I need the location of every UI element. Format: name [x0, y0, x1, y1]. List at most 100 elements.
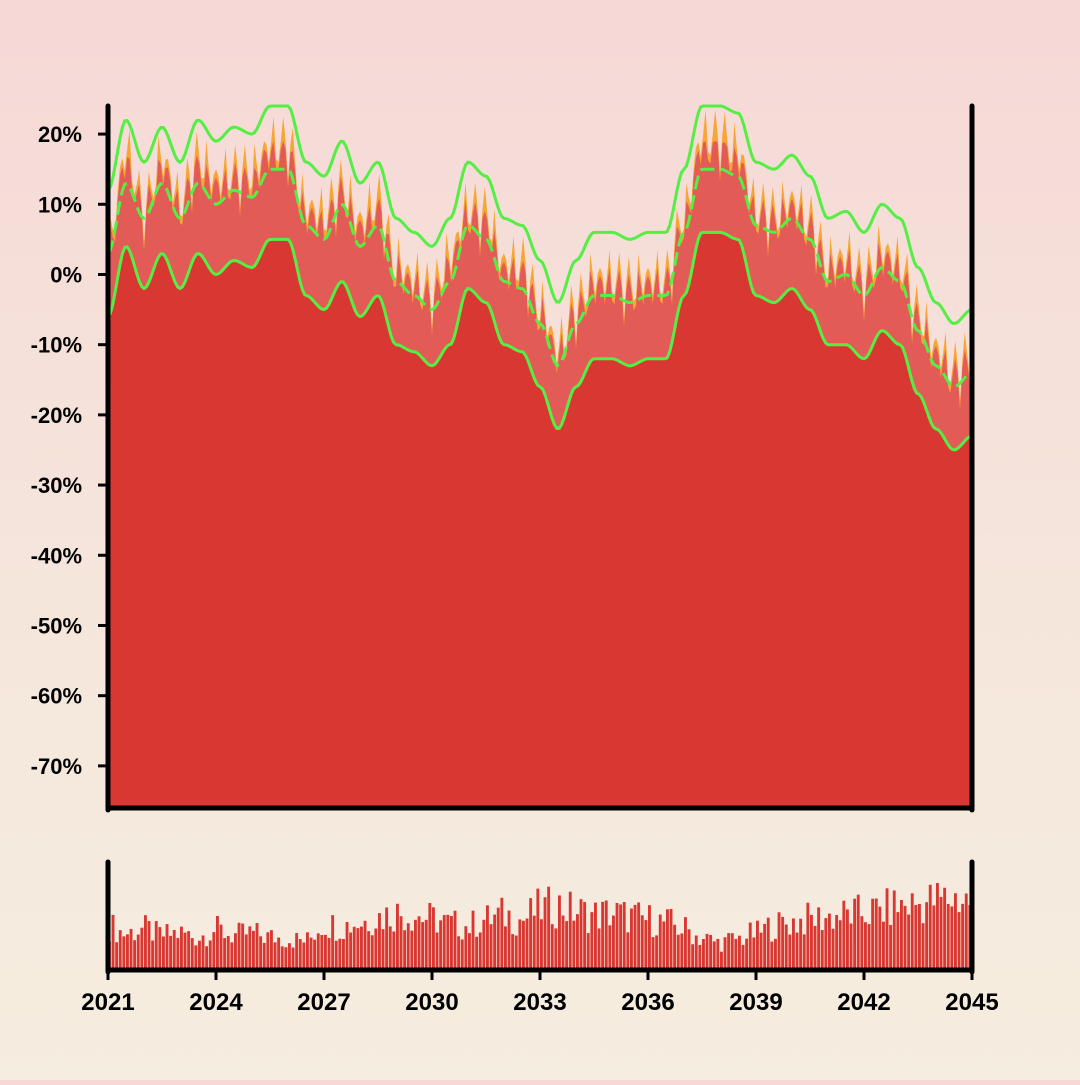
volume-bar — [612, 915, 615, 970]
volume-bar — [622, 902, 626, 970]
volume-bar — [223, 938, 227, 970]
volume-bar — [464, 926, 468, 970]
volume-bar — [248, 926, 252, 970]
x-tick-label: 2024 — [189, 989, 243, 1016]
volume-bar — [302, 942, 306, 970]
volume-bar — [410, 930, 414, 970]
volume-bar — [619, 904, 623, 970]
volume-bar — [658, 914, 662, 970]
volume-bar — [565, 921, 569, 970]
volume-bar — [342, 939, 345, 970]
volume-bar — [748, 922, 752, 970]
volume-bar — [158, 927, 162, 970]
volume-bar — [856, 894, 860, 970]
x-tick-label: 2042 — [837, 989, 890, 1016]
volume-bar — [900, 899, 903, 970]
volume-bar — [169, 935, 173, 970]
volume-bar — [738, 935, 741, 970]
volume-bar — [489, 924, 493, 970]
volume-bar — [507, 910, 511, 970]
volume-bar — [936, 883, 939, 970]
volume-bar — [345, 922, 349, 970]
volume-bar — [338, 938, 342, 970]
volume-bar — [349, 932, 353, 970]
volume-bar — [331, 915, 335, 970]
volume-bar — [651, 937, 655, 970]
volume-bar — [874, 898, 878, 970]
y-tick-label: -70% — [31, 754, 82, 779]
volume-bar — [723, 937, 727, 970]
volume-bar — [586, 933, 590, 970]
volume-bar — [234, 933, 237, 970]
volume-bar — [273, 942, 277, 970]
volume-bar — [334, 940, 338, 970]
volume-bar — [536, 888, 540, 970]
volume-bar — [676, 934, 680, 970]
volume-bar — [806, 902, 810, 970]
volume-bar — [468, 933, 471, 970]
volume-bar — [817, 907, 821, 970]
volume-bar — [241, 923, 245, 970]
volume-bar — [939, 896, 943, 970]
volume-bar — [896, 912, 900, 970]
volume-bar — [604, 900, 608, 970]
volume-bar — [486, 905, 489, 970]
volume-bar — [216, 915, 219, 970]
volume-bar — [756, 920, 759, 970]
main-panel — [105, 103, 975, 813]
volume-bar — [759, 932, 763, 970]
volume-bar — [543, 897, 547, 970]
volume-bar — [190, 938, 194, 970]
volume-bar — [406, 923, 410, 970]
volume-bar — [669, 908, 673, 970]
volume-bar — [561, 915, 565, 970]
volume-bar — [450, 916, 453, 970]
x-tick-label: 2027 — [297, 989, 350, 1016]
volume-bar — [252, 930, 255, 970]
volume-bar — [205, 946, 209, 970]
volume-bar — [270, 930, 273, 970]
volume-bar — [849, 923, 853, 970]
volume-bar — [385, 907, 389, 970]
volume-bar — [867, 924, 871, 970]
volume-bar — [151, 940, 155, 970]
volume-bar — [918, 903, 921, 970]
volume-bar — [626, 932, 630, 970]
volume-bar — [140, 927, 144, 970]
volume-bar — [558, 895, 561, 970]
volume-bar — [432, 907, 435, 970]
volume-bar — [500, 897, 504, 970]
volume-bar — [835, 914, 839, 970]
volume-bar — [356, 928, 360, 970]
volume-bar — [547, 886, 551, 970]
volume-bar — [154, 921, 158, 970]
volume-bar — [950, 906, 954, 970]
volume-bar — [590, 912, 594, 970]
y-tick-label: -60% — [31, 684, 82, 709]
volume-bar — [370, 935, 374, 970]
volume-bar — [201, 935, 205, 970]
volume-bar — [453, 910, 457, 970]
volume-bar — [295, 933, 299, 970]
y-tick-label: -40% — [31, 543, 82, 568]
volume-bar — [525, 918, 529, 970]
volume-bar — [842, 900, 846, 970]
volume-bar — [914, 905, 918, 970]
y-tick-label: 0% — [50, 262, 82, 287]
volume-bar — [259, 936, 263, 970]
volume-bar — [352, 926, 356, 970]
volume-bar — [666, 909, 669, 970]
volume-bar — [792, 918, 795, 970]
volume-bar — [424, 919, 428, 970]
volume-bar — [399, 916, 403, 970]
volume-bar — [828, 913, 831, 970]
volume-bar — [133, 940, 137, 970]
volume-bar — [392, 931, 396, 970]
volume-bar — [460, 939, 464, 970]
volume-bar — [165, 924, 169, 970]
volume-bar — [172, 929, 176, 970]
y-tick-label: -10% — [31, 333, 82, 358]
volume-bar — [961, 903, 965, 970]
volume-bar — [496, 907, 500, 970]
